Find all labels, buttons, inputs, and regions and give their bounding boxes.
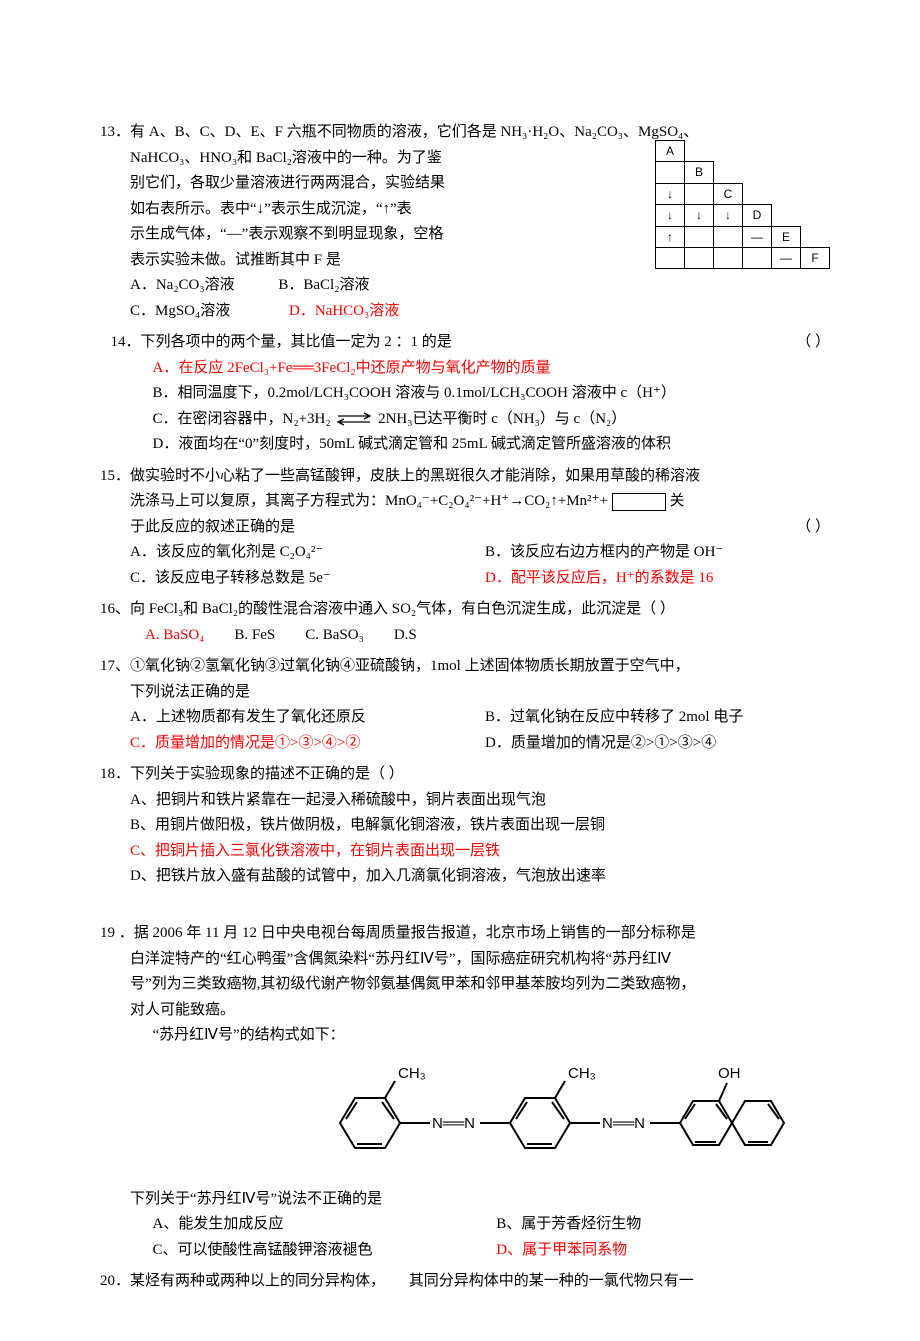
q20-num: 20．	[100, 1273, 130, 1289]
q14-optC-pre: C．在密闭容器中，N₂+3H₂	[153, 411, 331, 427]
q14-num: 14．	[111, 334, 141, 350]
q17-num: 17、	[100, 658, 130, 674]
q14-paren: （ ）	[796, 330, 830, 356]
q19-stem6: 下列关于“苏丹红Ⅳ号”说法不正确的是	[100, 1187, 840, 1213]
q15-stem2: 洗涤马上可以复原，其离子方程式为：MnO₄⁻+C₂O₄²⁻+H⁺→CO₂↑+Mn…	[130, 493, 608, 509]
q15-paren: （ ）	[796, 515, 830, 541]
cell-r6c5: —	[772, 247, 801, 268]
q19-optA: A、能发生加成反应	[153, 1212, 497, 1238]
oh-label: OH	[718, 1065, 741, 1082]
question-20: 20．某烃有两种或两种以上的同分异构体， 其同分异构体中的某一种的一氯代物只有一	[100, 1269, 840, 1295]
q13-optA: A．Na₂CO₃溶液	[130, 277, 235, 293]
q19-stem5: “苏丹红Ⅳ号”的结构式如下：	[100, 1023, 840, 1049]
cell-A-label: A	[656, 141, 685, 162]
q14-optC-post: 2NH₃已达平衡时 c（NH₃）与 c（N₂）	[378, 411, 626, 427]
q19-stem4: 对人可能致癌。	[100, 998, 840, 1024]
q16-stem: 向 FeCl₃和 BaCl₂的酸性混合溶液中通入 SO₂气体，有白色沉淀生成，此…	[130, 601, 675, 617]
q13-optB: B．BaCl₂溶液	[278, 277, 369, 293]
q19-stem3: 号”列为三类致癌物,其初级代谢产物邻氨基偶氮甲苯和邻甲基苯胺均列为二类致癌物，	[100, 972, 840, 998]
q13-stem1: 有 A、B、C、D、E、F 六瓶不同物质的溶液，它们各是 NH₃·H₂O、Na₂…	[130, 124, 698, 140]
question-19: 19 ．据 2006 年 11 月 12 日中央电视台每周质量报告报道，北京市场…	[100, 921, 840, 1263]
q19-optB: B、属于芳香烃衍生物	[496, 1212, 840, 1238]
q15-optC: C．该反应电子转移总数是 5e⁻	[130, 566, 485, 592]
q15-stem3: 于此反应的叙述正确的是	[130, 519, 295, 535]
q19-stem1: 据 2006 年 11 月 12 日中央电视台每周质量报告报道，北京市场上销售的…	[134, 925, 696, 941]
q15-stem1: 做实验时不小心粘了一些高锰酸钾，皮肤上的黑斑很久才能消除，如果用草酸的稀溶液	[130, 468, 700, 484]
question-17: 17、①氧化钠②氢氧化钠③过氧化钠④亚硫酸钠，1mol 上述固体物质长期放置于空…	[100, 654, 840, 756]
q13-result-table: A B ↓C ↓↓↓D ↑—E —F	[655, 140, 830, 269]
q15-optA: A．该反应的氧化剂是 C₂O₄²⁻	[130, 540, 485, 566]
q18-num: 18．	[100, 766, 130, 782]
q18-stem: 下列关于实验现象的描述不正确的是（ ）	[130, 766, 404, 782]
cell-E-label: E	[772, 226, 801, 247]
q19-num: 19 ．	[100, 925, 134, 941]
q15-optB: B．该反应右边方框内的产物是 OH⁻	[485, 540, 840, 566]
q20-stem1: 某烃有两种或两种以上的同分异构体，	[130, 1273, 385, 1289]
q17-optD: D．质量增加的情况是②>①>③>④	[485, 731, 840, 757]
cell-r5c1: ↑	[656, 226, 685, 247]
cell-C-label: C	[714, 183, 743, 204]
sudan-red-iv-structure: CH₃ CH₃ OH N══N N══N	[300, 1053, 820, 1183]
q13-optC: C．MgSO₄溶液	[130, 303, 230, 319]
ch3-label-1: CH₃	[398, 1065, 426, 1082]
cell-B-label: B	[685, 162, 714, 183]
cell-F-label: F	[801, 247, 830, 268]
q18-optA: A、把铜片和铁片紧靠在一起浸入稀硫酸中，铜片表面出现气泡	[100, 788, 840, 814]
q16-optA: A. BaSO₄	[145, 623, 204, 649]
q18-optB: B、用铜片做阳极，铁片做阴极，电解氯化铜溶液，铁片表面出现一层铜	[100, 813, 840, 839]
cell-r4c3: ↓	[714, 205, 743, 226]
q17-optA: A．上述物质都有发生了氧化还原反	[130, 705, 485, 731]
q17-optB: B．过氧化钠在反应中转移了 2mol 电子	[485, 705, 840, 731]
q17-stem1: ①氧化钠②氢氧化钠③过氧化钠④亚硫酸钠，1mol 上述固体物质长期放置于空气中，	[130, 658, 690, 674]
q16-num: 16、	[100, 601, 130, 617]
q16-optC: C. BaSO₃	[305, 623, 364, 649]
q15-stem2-end: 关	[669, 493, 684, 509]
q14-optD: D．液面均在“0”刻度时，50mL 碱式滴定管和 25mL 碱式滴定管所盛溶液的…	[100, 432, 840, 458]
q16-optD: D.S	[394, 623, 417, 649]
q18-optD: D、把铁片放入盛有盐酸的试管中，加入几滴氯化铜溶液，气泡放出速率	[100, 864, 840, 890]
question-16: 16、向 FeCl₃和 BaCl₂的酸性混合溶液中通入 SO₂气体，有白色沉淀生…	[100, 597, 840, 648]
q14-stem: 下列各项中的两个量，其比值一定为 2 ：1 的是	[141, 334, 452, 350]
question-14: 14．下列各项中的两个量，其比值一定为 2 ：1 的是 （ ） A．在反应 2F…	[100, 330, 840, 458]
cell-r5c4: —	[743, 226, 772, 247]
q15-num: 15．	[100, 468, 130, 484]
azo-label-1: N══N	[432, 1115, 475, 1132]
q19-optD: D、属于甲苯同系物	[496, 1242, 627, 1258]
q13-optD: D．NaHCO₃溶液	[289, 303, 399, 319]
cell-D-label: D	[743, 205, 772, 226]
q14-optA: A．在反应 2FeCl₃+Fe══3FeCl₂中还原产物与氧化产物的质量	[153, 360, 551, 376]
q16-optB: B. FeS	[234, 623, 275, 649]
azo-label-2: N══N	[602, 1115, 645, 1132]
q19-stem2: 白洋淀特产的“红心鸭蛋”含偶氮染料“苏丹红Ⅳ号”，国际癌症研究机构将“苏丹红Ⅳ	[100, 947, 840, 973]
ch3-label-2: CH₃	[568, 1065, 596, 1082]
q17-stem2: 下列说法正确的是	[100, 680, 840, 706]
cell-r3c1: ↓	[656, 183, 685, 204]
equilibrium-arrows-icon	[334, 412, 374, 426]
q15-answer-box	[612, 493, 666, 511]
q18-optC: C、把铜片插入三氯化铁溶液中，在铜片表面出现一层铁	[130, 843, 500, 859]
q14-optB: B．相同温度下，0.2mol/LCH₃COOH 溶液与 0.1mol/LCH₃C…	[100, 381, 840, 407]
q17-optC: C．质量增加的情况是①>③>④>②	[130, 735, 360, 751]
cell-r4c1: ↓	[656, 205, 685, 226]
cell-r4c2: ↓	[685, 205, 714, 226]
q19-optC: C、可以使酸性高锰酸钾溶液褪色	[153, 1238, 497, 1264]
question-15: 15．做实验时不小心粘了一些高锰酸钾，皮肤上的黑斑很久才能消除，如果用草酸的稀溶…	[100, 464, 840, 592]
q15-optD: D．配平该反应后，H⁺的系数是 16	[485, 570, 713, 586]
q13-num: 13．	[100, 124, 130, 140]
q20-stem2: 其同分异构体中的某一种的一氯代物只有一	[409, 1273, 694, 1289]
question-18: 18．下列关于实验现象的描述不正确的是（ ） A、把铜片和铁片紧靠在一起浸入稀硫…	[100, 762, 840, 890]
